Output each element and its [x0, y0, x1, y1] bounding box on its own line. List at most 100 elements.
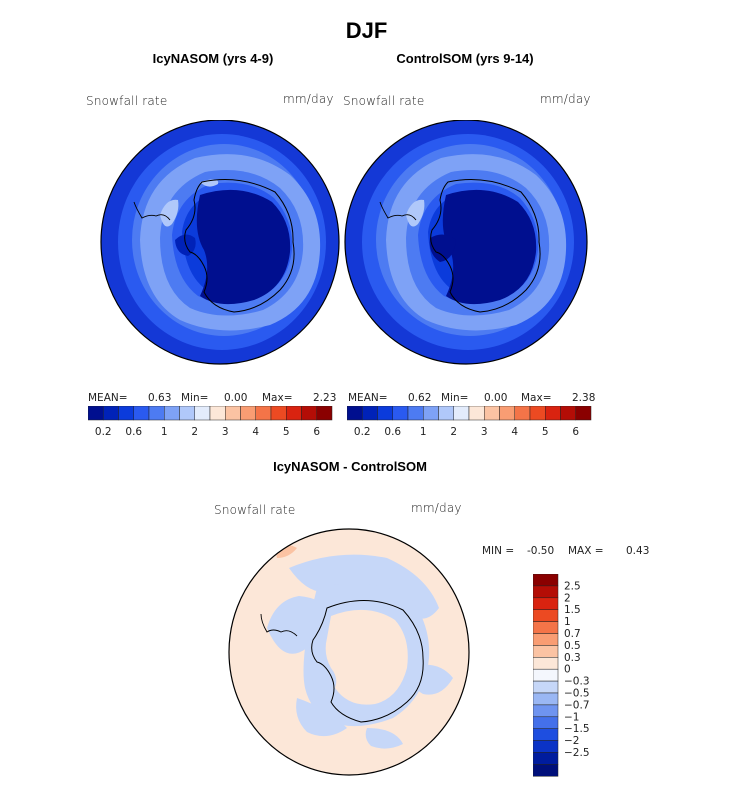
- difference-max-value: 0.43: [626, 545, 650, 557]
- colorbar-swatch: [164, 406, 180, 421]
- colorbar-swatch: [560, 406, 576, 421]
- colorbar-swatch: [225, 406, 241, 421]
- panel-1-field-label: Snowfall rate: [86, 94, 168, 108]
- colorbar-swatch: [533, 657, 559, 670]
- colorbar-swatch: [286, 406, 302, 421]
- panel-1-min-label: Min=: [181, 392, 209, 404]
- colorbar-tick-label: 5: [283, 426, 290, 438]
- colorbar-tick-label: 0.5: [564, 640, 581, 652]
- colorbar-tick-label: 3: [481, 426, 488, 438]
- colorbar-tick-label: 6: [313, 426, 320, 438]
- colorbar-swatch: [148, 406, 165, 421]
- colorbar-swatch: [423, 406, 439, 421]
- colorbar-tick-label: 1.5: [564, 604, 581, 616]
- colorbar-swatch: [316, 406, 333, 421]
- colorbar-swatch: [499, 406, 515, 421]
- panel-2-mean-label: MEAN=: [348, 392, 388, 404]
- colorbar-swatch: [533, 597, 559, 610]
- colorbar-icynasom: 0.2 0.6 1 2 3 4 5 6: [88, 406, 333, 438]
- panel-1-max-value: 2.23: [313, 392, 337, 404]
- colorbar-swatch: [533, 668, 559, 682]
- colorbar-tick-label: 2: [450, 426, 457, 438]
- snowfall-map-controlsom: [344, 120, 588, 365]
- colorbar-swatch: [194, 406, 211, 421]
- colorbar-tick-label: 0.2: [95, 426, 112, 438]
- colorbar-swatch: [533, 740, 559, 753]
- colorbar-swatch: [533, 752, 559, 765]
- colorbar-swatch: [133, 406, 150, 421]
- panel-2-min-value: 0.00: [484, 392, 508, 404]
- difference-panel-title: IcyNASOM - ControlSOM: [273, 459, 427, 474]
- colorbar-tick-label: 0: [564, 664, 571, 676]
- colorbar-tick-label: −0.3: [564, 676, 590, 688]
- colorbar-swatch: [533, 704, 559, 718]
- colorbar-swatch: [407, 406, 424, 421]
- colorbar-swatch: [453, 406, 470, 421]
- colorbar-swatch: [255, 406, 272, 421]
- difference-field-label: Snowfall rate: [214, 503, 296, 517]
- colorbar-swatch: [533, 716, 559, 729]
- panel-2-units: mm/day: [540, 92, 591, 106]
- colorbar-tick-label: 1: [420, 426, 427, 438]
- colorbar-swatch: [545, 406, 561, 421]
- colorbar-tick-label: 5: [542, 426, 549, 438]
- panel-2-title: ControlSOM (yrs 9-14): [396, 51, 534, 66]
- colorbar-tick-label: 2: [564, 592, 571, 604]
- panel-1-mean-label: MEAN=: [88, 392, 128, 404]
- colorbar-swatch: [514, 406, 531, 421]
- panel-2-max-value: 2.38: [572, 392, 596, 404]
- colorbar-swatch: [533, 574, 559, 587]
- panel-2-max-label: Max=: [521, 392, 552, 404]
- colorbar-tick-label: −0.7: [564, 699, 590, 711]
- difference-units: mm/day: [411, 501, 462, 515]
- colorbar-tick-label: −1.5: [564, 723, 590, 735]
- colorbar-swatch: [533, 680, 559, 694]
- colorbar-swatch: [533, 692, 559, 706]
- colorbar-tick-label: 0.7: [564, 628, 581, 640]
- colorbar-swatch: [347, 406, 363, 421]
- colorbar-tick-label: −0.5: [564, 688, 590, 700]
- colorbar-swatch: [377, 406, 393, 421]
- panel-1-max-label: Max=: [262, 392, 293, 404]
- colorbar-swatch: [209, 406, 226, 421]
- colorbar-swatch: [103, 406, 119, 421]
- colorbar-swatch: [533, 585, 559, 599]
- colorbar-swatch: [575, 406, 592, 421]
- figure-title: DJF: [345, 18, 388, 43]
- colorbar-swatch: [484, 406, 500, 421]
- colorbar-swatch: [533, 621, 559, 634]
- panel-2-min-label: Min=: [441, 392, 469, 404]
- difference-min-label: MIN =: [482, 545, 515, 557]
- colorbar-tick-label: 0.6: [384, 426, 401, 438]
- colorbar-tick-label: 2.5: [564, 580, 581, 592]
- colorbar-swatch: [529, 406, 546, 421]
- colorbar-controlsom: 0.2 0.6 1 2 3 4 5 6: [347, 406, 592, 438]
- colorbar-swatch: [533, 645, 559, 658]
- colorbar-tick-label: 4: [511, 426, 518, 438]
- colorbar-swatch: [438, 406, 454, 421]
- colorbar-tick-label: 1: [564, 616, 571, 628]
- difference-max-label: MAX =: [568, 545, 604, 557]
- colorbar-difference: 2.521.510.70.50.30−0.3−0.5−0.7−1−1.5−2−2…: [533, 574, 590, 777]
- colorbar-swatch: [88, 406, 104, 421]
- colorbar-tick-label: 0.6: [125, 426, 142, 438]
- colorbar-tick-label: 3: [222, 426, 229, 438]
- colorbar-tick-label: 0.2: [354, 426, 371, 438]
- colorbar-swatch: [533, 609, 559, 622]
- snowfall-difference-map: [228, 528, 470, 776]
- difference-min-value: -0.50: [527, 545, 555, 557]
- colorbar-tick-label: −2.5: [564, 747, 590, 759]
- colorbar-tick-label: 6: [572, 426, 579, 438]
- colorbar-swatch: [270, 406, 287, 421]
- snowfall-map-icynasom: [100, 120, 340, 365]
- colorbar-swatch: [533, 633, 559, 646]
- panel-1-mean-value: 0.63: [148, 392, 172, 404]
- colorbar-swatch: [533, 728, 559, 741]
- colorbar-tick-label: 0.3: [564, 652, 581, 664]
- colorbar-swatch: [301, 406, 317, 421]
- colorbar-tick-label: −1: [564, 711, 579, 723]
- colorbar-tick-label: 2: [191, 426, 198, 438]
- colorbar-swatch: [179, 406, 195, 421]
- colorbar-swatch: [468, 406, 485, 421]
- colorbar-swatch: [240, 406, 256, 421]
